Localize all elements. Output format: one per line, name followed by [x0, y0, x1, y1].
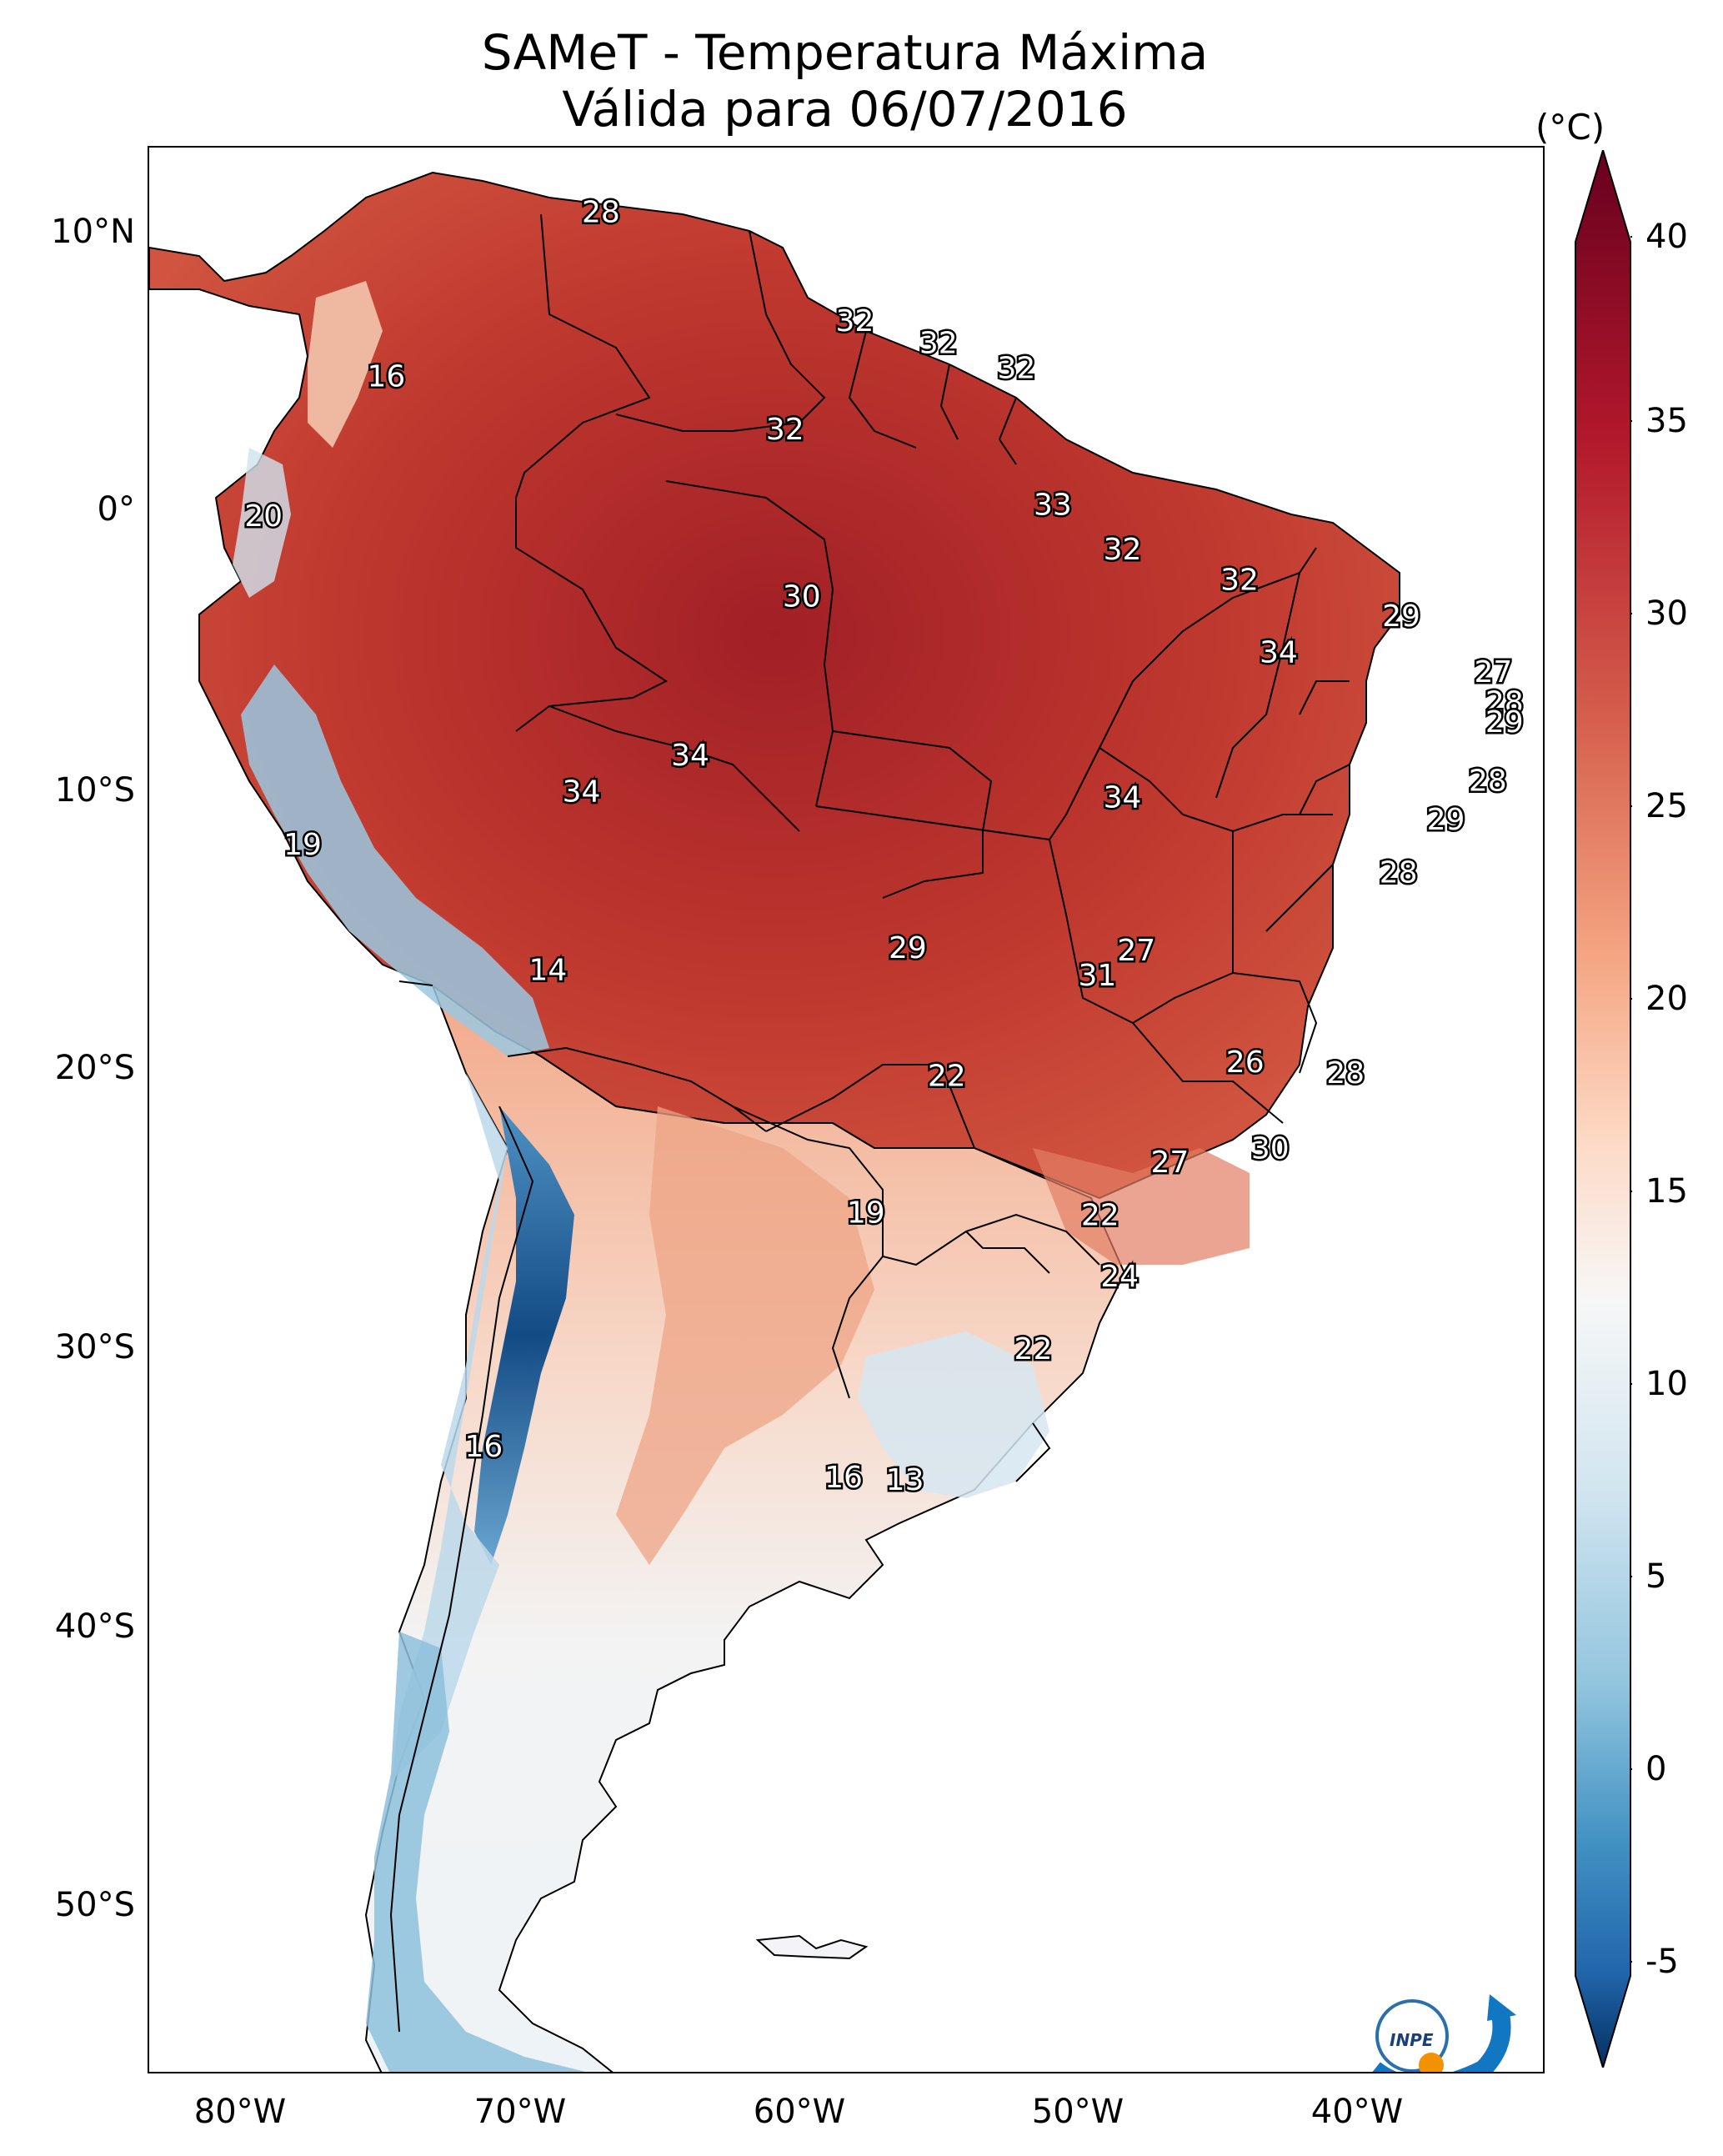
- lat-label-20s: 20°S: [54, 1049, 135, 1087]
- colorbar-tick-35: 35: [1645, 402, 1688, 440]
- chart-subtitle: Válida para 06/07/2016: [562, 81, 1128, 138]
- colorbar-unit: (°C): [1535, 107, 1605, 148]
- lon-label-70w: 70°W: [473, 2093, 567, 2131]
- colorbar-tick-20: 20: [1645, 980, 1688, 1018]
- temperature-label: 32: [997, 352, 1035, 386]
- patagonia-cold: [366, 1632, 586, 2072]
- temperature-label: 34: [1260, 636, 1298, 670]
- temperature-label: 22: [1014, 1332, 1053, 1366]
- colorbar-tick-30: 30: [1645, 594, 1688, 633]
- temperature-label: 19: [847, 1196, 885, 1230]
- lat-label-40s: 40°S: [54, 1607, 135, 1646]
- inpe-logo: INPE: [1372, 1994, 1516, 2072]
- temperature-label: 31: [1078, 959, 1116, 993]
- lon-label-80w: 80°W: [193, 2093, 287, 2131]
- temperature-label: 27: [1117, 934, 1155, 968]
- temperature-label: 28: [1326, 1056, 1365, 1091]
- falkland-islands: [755, 1934, 869, 1960]
- temperature-label: 29: [1427, 803, 1465, 837]
- temperature-label: 32: [835, 304, 874, 338]
- colorbar-tick-0: 0: [1645, 1750, 1667, 1788]
- temperature-label: 28: [1485, 686, 1524, 720]
- temperature-label: 33: [1034, 488, 1072, 522]
- andes-north-cold: [241, 664, 549, 1056]
- temperature-label: 13: [886, 1463, 924, 1497]
- lon-label-50w: 50°W: [1031, 2093, 1124, 2131]
- temperature-label: 27: [1150, 1146, 1189, 1180]
- temperature-label: 32: [766, 413, 804, 447]
- temperature-label: 16: [824, 1461, 863, 1495]
- temperature-label: 34: [563, 775, 601, 810]
- temperature-label: 16: [367, 360, 405, 394]
- temperature-label: 27: [1475, 655, 1513, 689]
- colorbar-tick-40: 40: [1645, 218, 1688, 256]
- temperature-label: 16: [465, 1430, 503, 1464]
- andes-light-band: [391, 1073, 508, 1782]
- temperature-label: 22: [928, 1060, 966, 1094]
- country-borders: [389, 213, 1350, 2033]
- temperature-label: 26: [1226, 1045, 1265, 1080]
- temperature-label: 24: [1100, 1260, 1139, 1294]
- andes-colombia-cold: [308, 281, 383, 448]
- logo-text: INPE: [1390, 2030, 1434, 2050]
- colorbar-tick-10: 10: [1645, 1365, 1688, 1403]
- lat-label-50s: 50°S: [54, 1886, 135, 1924]
- lat-label-10n: 10°N: [51, 213, 135, 251]
- temperature-label: 32: [919, 327, 958, 361]
- temperature-label: 14: [528, 954, 567, 988]
- temperature-label: 28: [582, 196, 620, 230]
- temperature-label: 32: [1220, 564, 1259, 598]
- colorbar-tick-5: 5: [1645, 1557, 1667, 1596]
- andes-central-cold: [474, 1106, 574, 1565]
- colorbar-tick-15: 15: [1645, 1172, 1688, 1211]
- lat-label-0: 0°: [97, 490, 135, 529]
- lon-label-40w: 40°W: [1310, 2093, 1404, 2131]
- temperature-label: 29: [889, 931, 927, 965]
- map-panel: 28 16 32 32 32 32 33 20 30 32 32 29 34 27 28 29 34 34 34 28…: [148, 146, 1545, 2073]
- temperature-label: 20: [244, 499, 283, 534]
- temperature-label: 32: [1104, 533, 1142, 567]
- andes-ecuador-cold: [233, 448, 291, 598]
- lon-label-60w: 60°W: [753, 2093, 846, 2131]
- colorbar: [1575, 150, 1632, 2068]
- colorbar-tick-minus5: -5: [1645, 1943, 1679, 1981]
- temperature-label: 29: [1382, 599, 1420, 634]
- southeast-warm: [1033, 1148, 1250, 1265]
- chaco-warm: [616, 1106, 874, 1565]
- temperature-label: 28: [1469, 764, 1507, 798]
- uruguay-cool: [858, 1331, 1049, 1498]
- temperature-label: 34: [1104, 780, 1142, 815]
- temperature-label: 29: [1485, 705, 1524, 740]
- temperature-label: 30: [783, 580, 821, 614]
- temperature-label: 30: [1251, 1131, 1290, 1166]
- lat-label-30s: 30°S: [54, 1328, 135, 1366]
- temperature-label: 28: [1380, 856, 1418, 890]
- temperature-label: 34: [671, 739, 709, 773]
- temperature-label: 19: [283, 828, 322, 862]
- temperature-label: 22: [1081, 1199, 1119, 1233]
- chart-title: SAMeT - Temperatura Máxima: [481, 24, 1209, 81]
- lat-label-10s: 10°S: [54, 771, 135, 810]
- colorbar-tick-25: 25: [1645, 787, 1688, 825]
